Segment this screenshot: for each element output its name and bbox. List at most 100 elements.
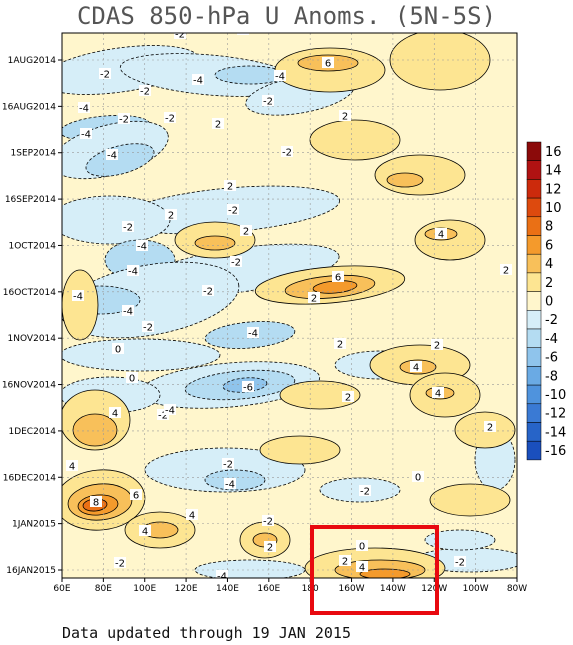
colorbar-swatch: [526, 216, 542, 236]
contour-label-bg: [342, 391, 354, 402]
contour-label: -4: [81, 130, 91, 141]
contour-label-bg: [112, 343, 124, 354]
contour-label: 6: [335, 273, 341, 284]
contour-label: 2: [345, 393, 351, 404]
contour-label: -2: [228, 206, 238, 217]
contour-label: -2: [119, 115, 129, 126]
contour-label-bg: [224, 180, 236, 191]
contour-label: -4: [225, 480, 235, 491]
contour-label-bg: [126, 372, 138, 383]
x-tick-label: 60E: [53, 584, 70, 594]
contour-label: 8: [93, 498, 99, 509]
contour-label: -2: [263, 97, 273, 108]
y-tick-label: 1SEP2014: [11, 149, 57, 159]
contour-label-bg: [334, 338, 346, 349]
contour-label-bg: [339, 555, 351, 566]
contour-label-bg: [142, 321, 154, 332]
x-axis: 60E 80E 100E 120E 140E 160E 180 160W 140W 120W 100…: [53, 578, 527, 594]
contour-label-bg: [174, 33, 186, 39]
colorbar-label: -16: [545, 444, 566, 459]
contour-label-bg: [136, 240, 148, 251]
anomaly-region: [389, 33, 491, 91]
colorbar-label: -6: [545, 351, 558, 366]
contour-label: 2: [215, 120, 221, 131]
colorbar-swatch: [526, 403, 542, 423]
x-tick-label: 120W: [421, 584, 447, 594]
x-tick-label: 160W: [339, 584, 365, 594]
contour-label: 2: [503, 266, 509, 277]
contour-label-bg: [484, 421, 496, 432]
contour-label: 0: [115, 345, 121, 356]
x-tick-label: 80E: [95, 584, 112, 594]
contour-label-bg: [122, 221, 134, 232]
contour-label-bg: [356, 561, 368, 572]
colorbar-swatch: [526, 141, 542, 161]
contour-label: -2: [455, 558, 465, 569]
contour-label-bg: [109, 407, 121, 418]
contour-label: 4: [142, 527, 148, 538]
contour-label: -4: [123, 307, 133, 318]
colorbar-label: 10: [545, 201, 562, 216]
contour-label-bg: [274, 70, 286, 81]
contour-label-bg: [242, 381, 254, 392]
contour-label: 2: [337, 340, 343, 351]
contour-label: 6: [325, 59, 331, 70]
contour-label-bg: [99, 68, 111, 79]
colorbar-swatch: [526, 347, 542, 367]
contour-label: 4: [435, 389, 441, 400]
colorbar-label: 6: [545, 238, 553, 253]
anomaly-region: [414, 219, 486, 261]
contour-label: -2: [282, 148, 292, 159]
contour-label: -4: [217, 572, 227, 583]
contour-label-bg: [224, 478, 236, 489]
colorbar-swatch: [526, 235, 542, 255]
contour-label-bg: [192, 74, 204, 85]
anomaly-region: [386, 172, 424, 188]
anomaly-region: [359, 568, 411, 578]
contour-label-bg: [164, 404, 176, 415]
colorbar-swatch: [526, 197, 542, 218]
contour-label-bg: [322, 57, 334, 68]
colorbar-label: 16: [545, 145, 562, 160]
colorbar-swatch: [526, 160, 542, 180]
contour-label-bg: [237, 33, 249, 35]
contour-label: -2: [223, 460, 233, 471]
contour-label-bg: [157, 409, 169, 420]
contour-label-bg: [114, 557, 126, 568]
plot-area: -2 -2-46-2 -4-4-2-2-2-22-4 -22-42-22-22-44-…: [62, 33, 517, 583]
contour-label-bg: [122, 305, 134, 316]
colorbar-swatch: [526, 253, 542, 274]
contour-label: -4: [165, 406, 175, 417]
contour-label: 2: [227, 182, 233, 193]
y-tick-label: 16NOV2014: [2, 381, 56, 391]
contour-label-bg: [186, 509, 198, 520]
colorbar-label: -2: [545, 313, 558, 328]
y-tick-label: 16OCT2014: [3, 288, 56, 298]
anomaly-region: [279, 380, 361, 410]
highlight-box: [310, 525, 439, 615]
contour-label-bg: [435, 228, 447, 239]
colorbar-label: 0: [545, 294, 553, 309]
contour-label-bg: [118, 113, 130, 124]
contour-label: -2: [100, 70, 110, 81]
y-tick-label: 1OCT2014: [9, 241, 57, 251]
anomaly-region: [194, 235, 236, 251]
anomaly-region: [429, 483, 511, 517]
contour-label: 4: [438, 230, 444, 241]
contour-label: -2: [203, 287, 213, 298]
y-axis: 1AUG2014 16AUG2014 1SEP2014 16SEP2014 1OCT20…: [2, 56, 62, 576]
anomaly-region: [85, 143, 155, 177]
colorbar-swatch: [526, 440, 542, 461]
contour-label-bg: [165, 209, 177, 220]
y-tick-label: 16JAN2015: [6, 566, 56, 576]
x-tick-label: 120E: [175, 584, 198, 594]
anomaly-region: [62, 261, 240, 339]
contour-label-bg: [130, 489, 142, 500]
colorbar-swatch: [526, 179, 542, 199]
contour-label-bg: [262, 515, 274, 526]
contour-label: 0: [359, 542, 365, 553]
y-tick-label: 1JAN2015: [12, 520, 56, 530]
contour-label-bg: [262, 95, 274, 106]
contour-label-bg: [431, 339, 443, 350]
